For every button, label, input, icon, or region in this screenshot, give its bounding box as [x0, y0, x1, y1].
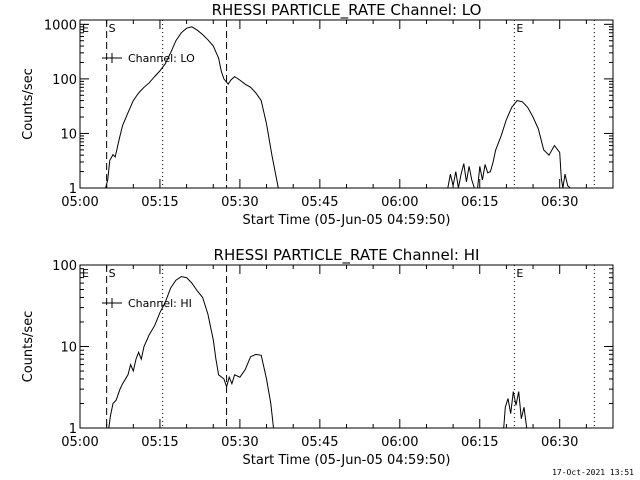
- y-axis-label: Counts/sec: [21, 311, 36, 383]
- x-tick-label: 06:00: [381, 195, 418, 210]
- legend-label: Channel: LO: [128, 52, 195, 65]
- chart-panel-hi: RHESSI PARTICLE_RATE Channel: HI 05:00 05:…: [21, 246, 614, 468]
- x-tick-label: 05:15: [141, 435, 178, 450]
- x-tick-label: 05:15: [141, 195, 178, 210]
- x-axis-label: Start Time (05-Jun-05 04:59:50): [243, 213, 451, 228]
- y-tick-label: 1: [69, 182, 77, 197]
- x-tick-label: 05:45: [301, 435, 338, 450]
- legend-label: Channel: HI: [128, 297, 192, 310]
- y-tick-label: 1: [69, 422, 77, 437]
- x-tick-label: 06:30: [541, 195, 578, 210]
- y-tick-label: 10: [60, 127, 77, 142]
- plot-frame: [79, 264, 614, 429]
- marker-label: S: [109, 22, 116, 35]
- y-axis-label: Counts/sec: [21, 68, 36, 140]
- x-tick-label: 06:15: [461, 435, 498, 450]
- marker-label: E: [516, 22, 523, 35]
- data-series-line: [108, 276, 274, 429]
- x-tick-label: 05:30: [221, 435, 258, 450]
- data-series-line: [447, 163, 475, 189]
- chart-title: RHESSI PARTICLE_RATE Channel: LO: [212, 1, 482, 20]
- y-tick-label: 1000: [44, 18, 77, 33]
- y-tick-label: 10: [60, 341, 77, 356]
- marker-label: E: [516, 267, 523, 280]
- data-series-line: [503, 391, 528, 429]
- chart-panel-lo: RHESSI PARTICLE_RATE Channel: LO 05:00 05:…: [21, 1, 614, 228]
- data-series-line: [105, 26, 279, 189]
- corner-marker-label: E: [82, 267, 89, 280]
- x-axis-label: Start Time (05-Jun-05 04:59:50): [243, 453, 451, 468]
- x-tick-label: 05:45: [301, 195, 338, 210]
- y-tick-label: 100: [52, 73, 77, 88]
- x-tick-label: 06:15: [461, 195, 498, 210]
- x-tick-label: 06:00: [381, 435, 418, 450]
- data-series-line: [477, 100, 571, 189]
- x-tick-label: 05:30: [221, 195, 258, 210]
- render-timestamp: 17-Oct-2021 13:51: [552, 468, 634, 477]
- x-tick-label: 05:00: [61, 195, 98, 210]
- plot-frame: [79, 19, 614, 189]
- marker-label: S: [109, 267, 116, 280]
- corner-marker-label: E: [82, 22, 89, 35]
- x-tick-label: 05:00: [61, 435, 98, 450]
- x-tick-label: 06:30: [541, 435, 578, 450]
- y-tick-label: 100: [52, 259, 77, 274]
- chart-title: RHESSI PARTICLE_RATE Channel: HI: [214, 246, 480, 265]
